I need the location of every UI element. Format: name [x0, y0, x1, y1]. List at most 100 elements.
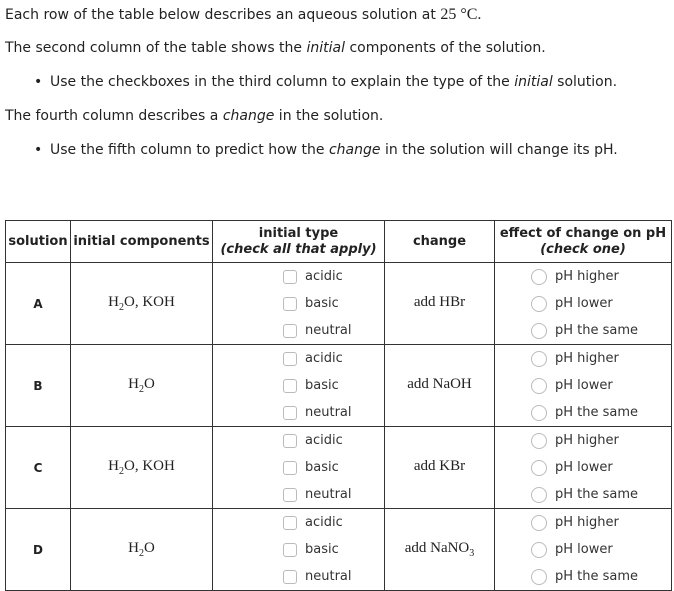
type-option-basic[interactable]: basic [283, 372, 384, 399]
type-option-neutral[interactable]: neutral [283, 317, 384, 344]
radio-button[interactable] [531, 295, 547, 312]
checkbox[interactable] [283, 487, 297, 502]
type-option-basic[interactable]: basic [283, 536, 384, 563]
formula-part: O [144, 540, 155, 556]
effect-option[interactable]: pH higher [531, 427, 671, 454]
checkbox[interactable] [283, 296, 297, 311]
subscript: 2 [119, 302, 124, 313]
effect-option[interactable]: pH lower [531, 454, 671, 481]
table-row: D H2O acidic basic neutral add NaNO3 pH higher… [5, 508, 672, 591]
option-label: pH lower [555, 542, 613, 557]
effect-cell: pH higher pH lower pH the same [494, 262, 672, 345]
bullet-2: Use the fifth column to predict how the … [34, 142, 618, 158]
solutions-table: solution initial components initial type… [5, 220, 672, 591]
option-label: pH lower [555, 296, 613, 311]
option-label: pH the same [555, 405, 639, 420]
initial-components: H2O, KOH [70, 262, 213, 345]
initial-components: H2O [70, 508, 213, 591]
intro-line-3: The fourth column describes a change in … [5, 108, 383, 124]
checkbox[interactable] [283, 378, 297, 393]
radio-button[interactable] [531, 350, 547, 367]
option-label: basic [305, 460, 339, 475]
radio-button[interactable] [531, 268, 547, 285]
checkbox[interactable] [283, 405, 297, 420]
change: add NaOH [384, 344, 495, 427]
option-label: acidic [305, 351, 343, 366]
text: Use the checkboxes in the third column t… [50, 74, 515, 90]
option-label: pH lower [555, 460, 613, 475]
formula-part: H [128, 540, 139, 556]
option-label: basic [305, 542, 339, 557]
type-option-acidic[interactable]: acidic [283, 427, 384, 454]
type-option-neutral[interactable]: neutral [283, 481, 384, 508]
initial-type-cell: acidic basic neutral [212, 508, 385, 591]
table-row: B H2O acidic basic neutral add NaOH pH higher p… [5, 344, 672, 427]
type-option-acidic[interactable]: acidic [283, 509, 384, 536]
effect-option[interactable]: pH the same [531, 481, 671, 508]
option-label: neutral [305, 487, 352, 502]
text: components of the solution. [345, 40, 546, 56]
effect-option[interactable]: pH higher [531, 509, 671, 536]
header-type: initial type (check all that apply) [212, 220, 385, 263]
checkbox[interactable] [283, 460, 297, 475]
effect-option[interactable]: pH higher [531, 263, 671, 290]
radio-button[interactable] [531, 377, 547, 394]
checkbox[interactable] [283, 433, 297, 448]
checkbox[interactable] [283, 351, 297, 366]
text: The fourth column describes a [5, 108, 223, 124]
effect-option[interactable]: pH the same [531, 399, 671, 426]
formula-part: H [108, 294, 119, 310]
initial-type-cell: acidic basic neutral [212, 426, 385, 509]
effect-cell: pH higher pH lower pH the same [494, 344, 672, 427]
solution-label: A [5, 262, 71, 345]
text: in the solution will change its pH. [380, 142, 618, 158]
option-label: basic [305, 296, 339, 311]
effect-option[interactable]: pH lower [531, 372, 671, 399]
header-effect: effect of change on pH (check one) [494, 220, 672, 263]
radio-button[interactable] [531, 322, 547, 339]
type-option-acidic[interactable]: acidic [283, 345, 384, 372]
option-label: pH higher [555, 433, 619, 448]
header-type-note: (check all that apply) [220, 241, 377, 257]
initial-type-cell: acidic basic neutral [212, 262, 385, 345]
radio-button[interactable] [531, 432, 547, 449]
radio-button[interactable] [531, 459, 547, 476]
temperature: 25 °C. [440, 6, 482, 23]
effect-cell: pH higher pH lower pH the same [494, 508, 672, 591]
effect-option[interactable]: pH the same [531, 317, 671, 344]
change: add KBr [384, 426, 495, 509]
subscript: 2 [139, 384, 144, 395]
option-label: neutral [305, 405, 352, 420]
radio-button[interactable] [531, 404, 547, 421]
change-text: add HBr [413, 294, 466, 310]
radio-button[interactable] [531, 541, 547, 558]
option-label: acidic [305, 515, 343, 530]
checkbox[interactable] [283, 323, 297, 338]
subscript: 2 [119, 466, 124, 477]
type-option-neutral[interactable]: neutral [283, 399, 384, 426]
radio-button[interactable] [531, 486, 547, 503]
checkbox[interactable] [283, 515, 297, 530]
type-option-neutral[interactable]: neutral [283, 563, 384, 590]
effect-option[interactable]: pH higher [531, 345, 671, 372]
type-option-basic[interactable]: basic [283, 290, 384, 317]
option-label: pH the same [555, 323, 639, 338]
checkbox[interactable] [283, 542, 297, 557]
checkbox[interactable] [283, 269, 297, 284]
type-option-acidic[interactable]: acidic [283, 263, 384, 290]
text: in the solution. [274, 108, 384, 124]
effect-option[interactable]: pH lower [531, 290, 671, 317]
radio-button[interactable] [531, 514, 547, 531]
text: solution. [552, 74, 618, 90]
formula-part: O, KOH [124, 294, 175, 310]
radio-button[interactable] [531, 568, 547, 585]
emphasis: change [222, 108, 275, 124]
option-label: neutral [305, 323, 352, 338]
effect-option[interactable]: pH the same [531, 563, 671, 590]
checkbox[interactable] [283, 569, 297, 584]
intro-line-1: Each row of the table below describes an… [5, 6, 481, 24]
solution-label: C [5, 426, 71, 509]
table-row: A H2O, KOH acidic basic neutral add HBr pH hig… [5, 262, 672, 345]
type-option-basic[interactable]: basic [283, 454, 384, 481]
effect-option[interactable]: pH lower [531, 536, 671, 563]
